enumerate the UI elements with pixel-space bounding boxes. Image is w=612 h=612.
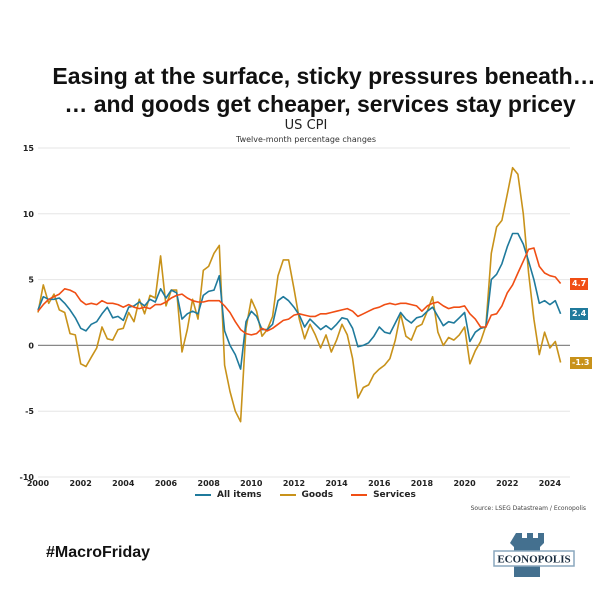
- y-tick-label: 0: [28, 341, 34, 350]
- legend-swatch: [195, 494, 211, 496]
- x-tick-label: 2014: [325, 479, 348, 488]
- x-tick-label: 2018: [411, 479, 434, 488]
- x-tick-label: 2002: [70, 479, 92, 488]
- headline-line-2: … and goods get cheaper, services stay p…: [64, 91, 576, 117]
- x-tick-label: 2020: [453, 479, 476, 488]
- source-note: Source: LSEG Datastream / Econopolis: [470, 505, 586, 512]
- x-tick-label: 2010: [240, 479, 263, 488]
- x-tick-label: 2024: [539, 479, 562, 488]
- x-tick-label: 2016: [368, 479, 391, 488]
- end-label-all-items: 2.4: [570, 307, 589, 320]
- y-tick-label: 15: [23, 144, 35, 153]
- logo-text: ECONOPOLIS: [497, 554, 570, 566]
- x-tick-label: 2004: [112, 479, 135, 488]
- y-tick-label: -10: [20, 473, 35, 482]
- legend: All items Goods Services: [195, 490, 416, 500]
- y-tick-label: 5: [28, 276, 34, 285]
- series-line-services: [37, 247, 562, 336]
- legend-item-services[interactable]: Services: [351, 490, 416, 500]
- chart-subtitle: Twelve-month percentage changes: [236, 135, 376, 144]
- series-line-all-items: [37, 232, 562, 370]
- x-tick-label: 2022: [496, 479, 518, 488]
- end-label-services: 4.7: [570, 277, 589, 290]
- series-line-goods: [37, 166, 562, 423]
- chart-title: US CPI: [284, 118, 328, 133]
- legend-item-goods[interactable]: Goods: [279, 490, 333, 500]
- legend-item-all-items[interactable]: All items: [195, 490, 262, 500]
- series-lines: [37, 166, 562, 423]
- legend-swatch: [351, 494, 368, 496]
- end-label-goods: -1.3: [570, 356, 592, 369]
- x-tick-label: 2012: [283, 479, 305, 488]
- gridlines: [38, 147, 570, 478]
- legend-swatch: [279, 494, 296, 496]
- econopolis-logo: ECONOPOLIS: [493, 533, 575, 577]
- x-tick-label: 2006: [155, 479, 178, 488]
- x-tick-label: 2008: [198, 479, 221, 488]
- x-tick-label: 2000: [27, 479, 50, 488]
- headline-line-1: Easing at the surface, sticky pressures …: [52, 63, 596, 89]
- hashtag: #MacroFriday: [46, 544, 151, 561]
- y-tick-label: -5: [25, 407, 34, 416]
- y-tick-label: 10: [23, 210, 35, 219]
- x-axis-ticks: 2000 2002 2004 2006 2008 2010 2012 2014 2016 2018…: [27, 479, 562, 488]
- y-axis-ticks: 15 10 5 0 -5 -10: [20, 144, 35, 482]
